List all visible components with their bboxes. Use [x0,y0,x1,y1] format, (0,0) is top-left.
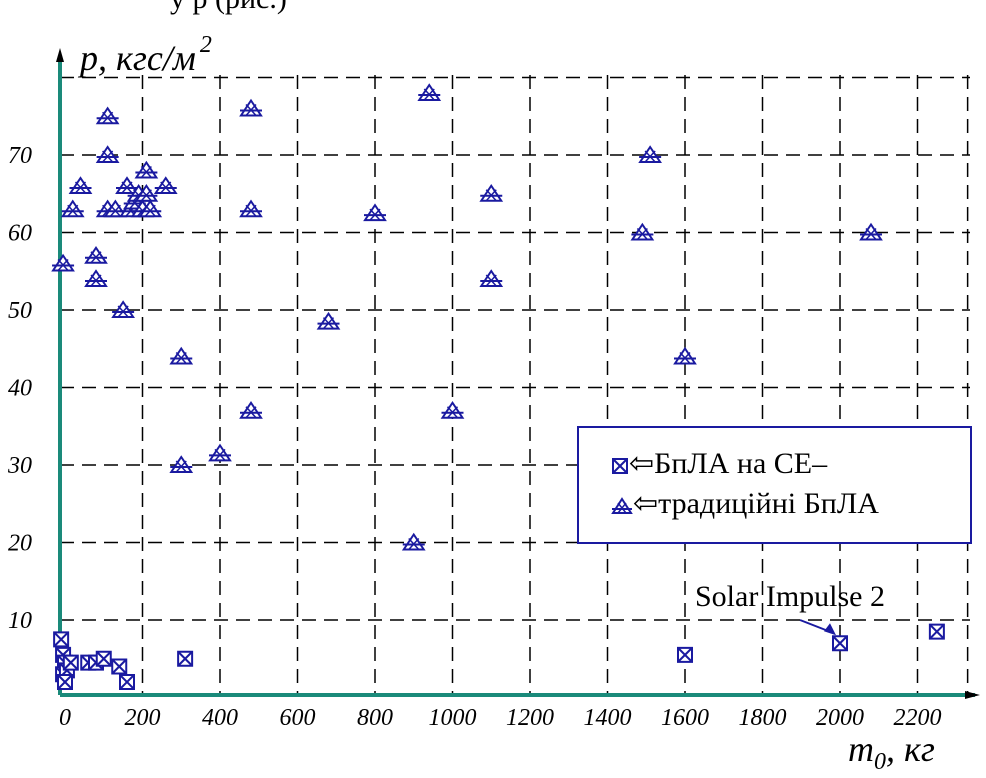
data-point-traditional [68,176,93,194]
x-tick-label: 2000 [816,705,864,731]
data-point-traditional [630,222,655,241]
data-point-solar [832,635,848,652]
data-point-traditional [239,98,263,117]
data-point-traditional [208,443,232,462]
data-point-traditional [84,245,108,264]
triangle-marker-icon [611,497,633,515]
y-tick-label: 70 [8,143,32,169]
annotation-label: Solar Impulse 2 [695,580,885,613]
y-tick-label: 20 [8,531,32,557]
x-tick-label: 2200 [894,705,942,731]
data-point-solar [119,674,135,690]
y-axis-label: p, кгс/м 2 [80,32,212,79]
data-point-traditional [440,400,465,419]
x-axis-label-unit: , кг [886,729,935,769]
legend: ⇦БпЛА на СЕ– ⇦традиційні БпЛА [577,426,972,544]
x-axis-arrow-icon [965,691,980,699]
y-tick-label: 50 [8,298,32,324]
boxed-x-marker-icon [612,458,628,475]
legend-item-traditional: ⇦традиційні БпЛА [611,486,879,521]
data-point-solar [53,631,70,648]
legend-item-solar: ⇦БпЛА на СЕ– [611,446,827,481]
data-point-solar [928,623,945,640]
data-point-traditional [134,160,159,179]
data-point-traditional [401,532,426,551]
y-axis-arrow-icon [56,48,64,62]
x-tick-label: 1600 [661,705,709,731]
y-tick-label: 60 [8,221,32,247]
x-axis-label-subscript: 0 [874,749,886,775]
data-point-traditional [417,83,442,101]
x-tick-label: 600 [280,705,316,731]
legend-label-solar: ⇦БпЛА на СЕ– [629,447,828,480]
data-point-solar [95,650,112,667]
data-point-traditional [51,253,75,272]
data-point-traditional [363,203,387,222]
y-tick-label: 10 [8,608,32,634]
data-point-traditional [95,145,120,163]
data-point-traditional [111,300,135,318]
data-point-solar [677,646,693,663]
data-point-traditional [95,106,120,125]
x-tick-label: 1400 [584,705,632,731]
data-point-traditional [169,346,194,365]
data-point-solar [177,650,194,667]
data-point-traditional [316,311,341,330]
data-point-traditional [84,269,108,287]
data-point-solar [62,654,79,671]
y-axis-label-superscript: 2 [199,32,212,58]
annotation-arrowhead-icon [824,623,836,636]
y-tick-label: 40 [8,376,32,402]
data-point-traditional [115,176,139,194]
x-axis-label: m0, кг [848,728,935,776]
data-point-traditional [638,145,662,163]
data-point-traditional [169,455,194,473]
x-tick-label: 0 [59,705,71,731]
caption-fragment: у р (рис.) [170,0,287,16]
y-axis-label-text: p, кгс/м [80,38,196,78]
x-tick-label: 200 [125,705,161,731]
data-point-traditional [673,346,697,365]
data-point-traditional [239,199,263,218]
x-tick-label: 400 [202,705,238,731]
x-axis-label-text: m [848,729,874,769]
data-point-traditional [239,400,263,419]
data-point-traditional [153,176,178,194]
data-point-traditional [138,199,163,218]
data-point-traditional [479,269,504,287]
data-point-traditional [859,222,883,241]
data-point-traditional [60,199,85,218]
y-tick-label: 30 [7,453,32,479]
data-point-traditional [479,183,504,202]
x-tick-label: 1000 [429,705,477,731]
data-point-traditional [134,183,159,202]
data-point-solar [111,658,128,675]
x-tick-label: 1800 [739,705,787,731]
x-tick-label: 1200 [506,705,554,731]
data-point-solar [57,674,73,690]
legend-label-traditional: ⇦традиційні БпЛА [633,487,879,520]
x-tick-label: 800 [357,705,393,731]
